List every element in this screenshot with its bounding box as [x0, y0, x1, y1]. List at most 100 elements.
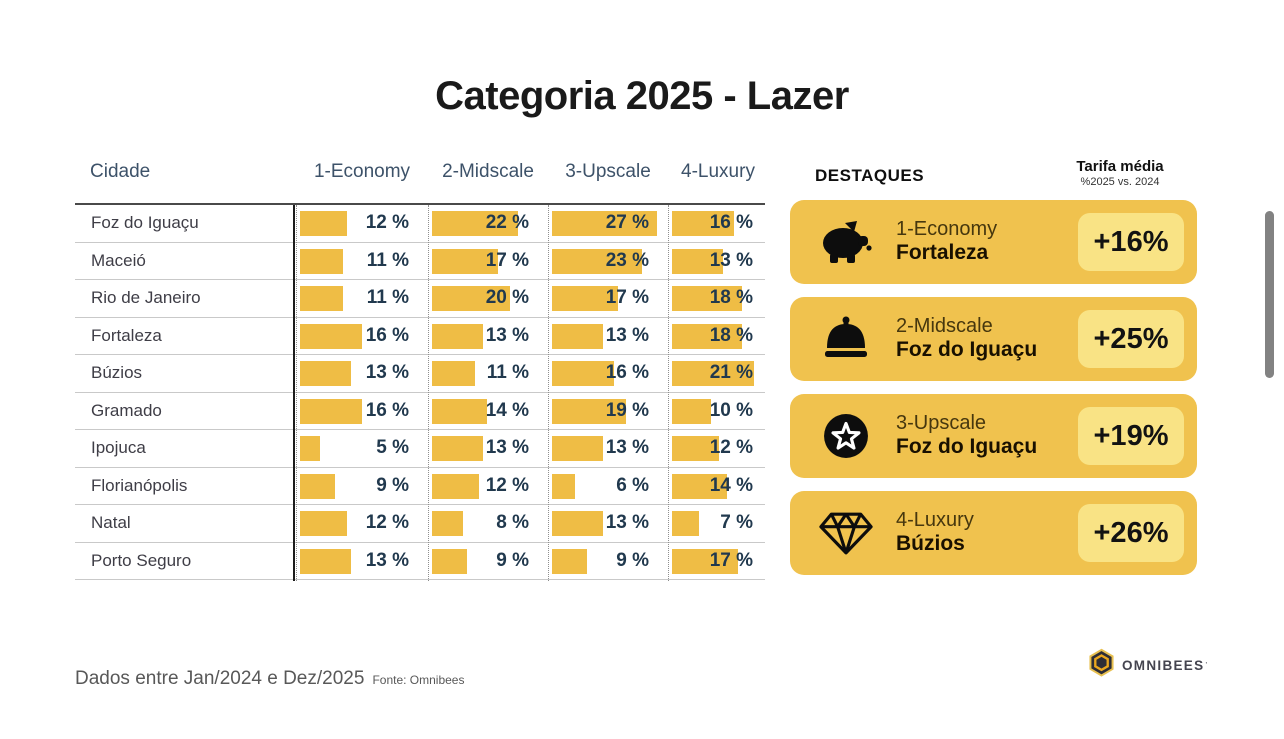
city-label: Fortaleza: [91, 325, 162, 345]
highlight-cards: 1-Economy Fortaleza +16% 2-Midscale Foz …: [790, 200, 1197, 575]
metric-value: 27 %: [605, 212, 649, 233]
card-city: Foz do Iguaçu: [896, 338, 1038, 362]
metric-bar: [300, 361, 351, 386]
luxury-cell: 10 %: [665, 393, 765, 430]
metric-bar: [672, 473, 727, 499]
luxury-cell: 13 %: [665, 243, 765, 280]
city-label: Maceió: [91, 250, 146, 270]
upscale-cell: 19 %: [545, 393, 665, 430]
metric-bar: [672, 511, 699, 536]
economy-cell: 16 %: [293, 318, 425, 355]
metric-bar: [432, 473, 479, 499]
destaques-heading: DESTAQUES: [815, 166, 925, 185]
economy-cell: 9 %: [293, 468, 425, 505]
metric-value: 10 %: [709, 399, 753, 421]
city-label: Porto Seguro: [91, 550, 192, 570]
metric-value: 13 %: [605, 324, 649, 346]
metric-bar: [552, 511, 603, 536]
piggy-bank-icon: [816, 219, 876, 265]
metric-bar: [300, 211, 347, 236]
column-header-upscale: 3-Upscale: [565, 161, 651, 182]
footer-note: Dados entre Jan/2024 e Dez/2025 Fonte: Om…: [75, 668, 464, 690]
upscale-cell: 27 %: [545, 205, 665, 242]
card-category: 3-Upscale: [896, 411, 987, 434]
metric-bar: [432, 398, 487, 424]
upscale-cell: 17 %: [545, 280, 665, 317]
midscale-cell: 14 %: [425, 393, 545, 430]
logo-text: OMNIBEES: [1122, 657, 1205, 673]
metric-value: 9 %: [376, 474, 409, 496]
scrollbar-thumb[interactable]: [1265, 211, 1274, 378]
star-icon: [816, 413, 876, 459]
card-category: 1-Economy: [896, 217, 998, 240]
midscale-cell: 13 %: [425, 430, 545, 467]
economy-cell: 12 %: [293, 505, 425, 542]
upscale-cell: 9 %: [545, 543, 665, 580]
bell-icon: [816, 316, 876, 362]
metric-bar: [300, 248, 343, 274]
tarifa-media-block: Tarifa média %2025 vs. 2024: [1050, 158, 1190, 188]
city-label: Gramado: [91, 400, 162, 420]
metric-value: 11 %: [366, 287, 409, 308]
tarifa-media-title: Tarifa média: [1076, 158, 1164, 175]
luxury-cell: 7 %: [665, 505, 765, 542]
table-row: Natal 12 % 8 % 13 % 7 %: [75, 505, 765, 543]
city-label: Natal: [91, 513, 131, 533]
column-header-midscale: 2-Midscale: [442, 161, 534, 182]
economy-cell: 11 %: [293, 243, 425, 280]
metric-bar: [432, 511, 463, 536]
card-text: 2-Midscale Foz do Iguaçu: [876, 315, 1078, 363]
midscale-cell: 20 %: [425, 280, 545, 317]
metric-value: 22 %: [485, 212, 529, 233]
city-category-table: Foz do Iguaçu 12 % 22 % 27 % 16 % Maceió: [75, 203, 765, 581]
metric-bar: [552, 211, 657, 236]
city-label: Foz do Iguaçu: [91, 213, 199, 233]
metric-value: 16 %: [709, 212, 753, 233]
card-city: Foz do Iguaçu: [896, 435, 1038, 459]
metric-bar: [432, 286, 510, 311]
luxury-cell: 16 %: [665, 205, 765, 242]
metric-value: 11 %: [486, 362, 529, 383]
card-delta-badge: +16%: [1078, 213, 1184, 271]
midscale-cell: 17 %: [425, 243, 545, 280]
economy-cell: 16 %: [293, 393, 425, 430]
page-title: Categoria 2025 - Lazer: [435, 74, 849, 118]
table-row: Fortaleza 16 % 13 % 13 % 18 %: [75, 318, 765, 355]
metric-bar: [552, 436, 603, 461]
city-label: Búzios: [91, 363, 143, 383]
metric-value: 5 %: [376, 437, 409, 458]
metric-value: 7 %: [720, 512, 753, 533]
column-header-cidade: Cidade: [90, 161, 151, 182]
column-separator: [668, 205, 669, 581]
metric-bar: [432, 323, 483, 349]
metric-bar: [672, 286, 742, 311]
metric-bar: [300, 548, 351, 574]
metric-value: 13 %: [365, 549, 409, 571]
metric-bar: [552, 398, 626, 424]
luxury-cell: 14 %: [665, 468, 765, 505]
table-row: Maceió 11 % 17 % 23 % 13 %: [75, 243, 765, 280]
metric-value: 13 %: [605, 437, 649, 458]
highlight-card-upscale: 3-Upscale Foz do Iguaçu +19%: [790, 394, 1197, 478]
luxury-cell: 21 %: [665, 355, 765, 392]
highlight-card-midscale: 2-Midscale Foz do Iguaçu +25%: [790, 297, 1197, 381]
metric-value: 16 %: [365, 324, 409, 346]
metric-value: 18 %: [709, 287, 753, 308]
metric-value: 13 %: [485, 437, 529, 458]
metric-value: 13 %: [365, 362, 409, 383]
column-separator: [296, 205, 297, 581]
diamond-icon: [816, 510, 876, 556]
column-header-luxury: 4-Luxury: [681, 161, 755, 182]
table-row: Búzios 13 % 11 % 16 % 21 %: [75, 355, 765, 393]
luxury-cell: 12 %: [665, 430, 765, 467]
metric-bar: [300, 436, 320, 461]
metric-value: 20 %: [485, 287, 529, 308]
metric-bar: [300, 286, 343, 311]
table-row: Florianópolis 9 % 12 % 6 % 14 %: [75, 468, 765, 505]
metric-bar: [672, 323, 742, 349]
metric-bar: [300, 473, 335, 499]
midscale-cell: 8 %: [425, 505, 545, 542]
city-label: Ipojuca: [91, 438, 146, 458]
economy-cell: 5 %: [293, 430, 425, 467]
table-row: Porto Seguro 13 % 9 % 9 % 17 %: [75, 543, 765, 580]
